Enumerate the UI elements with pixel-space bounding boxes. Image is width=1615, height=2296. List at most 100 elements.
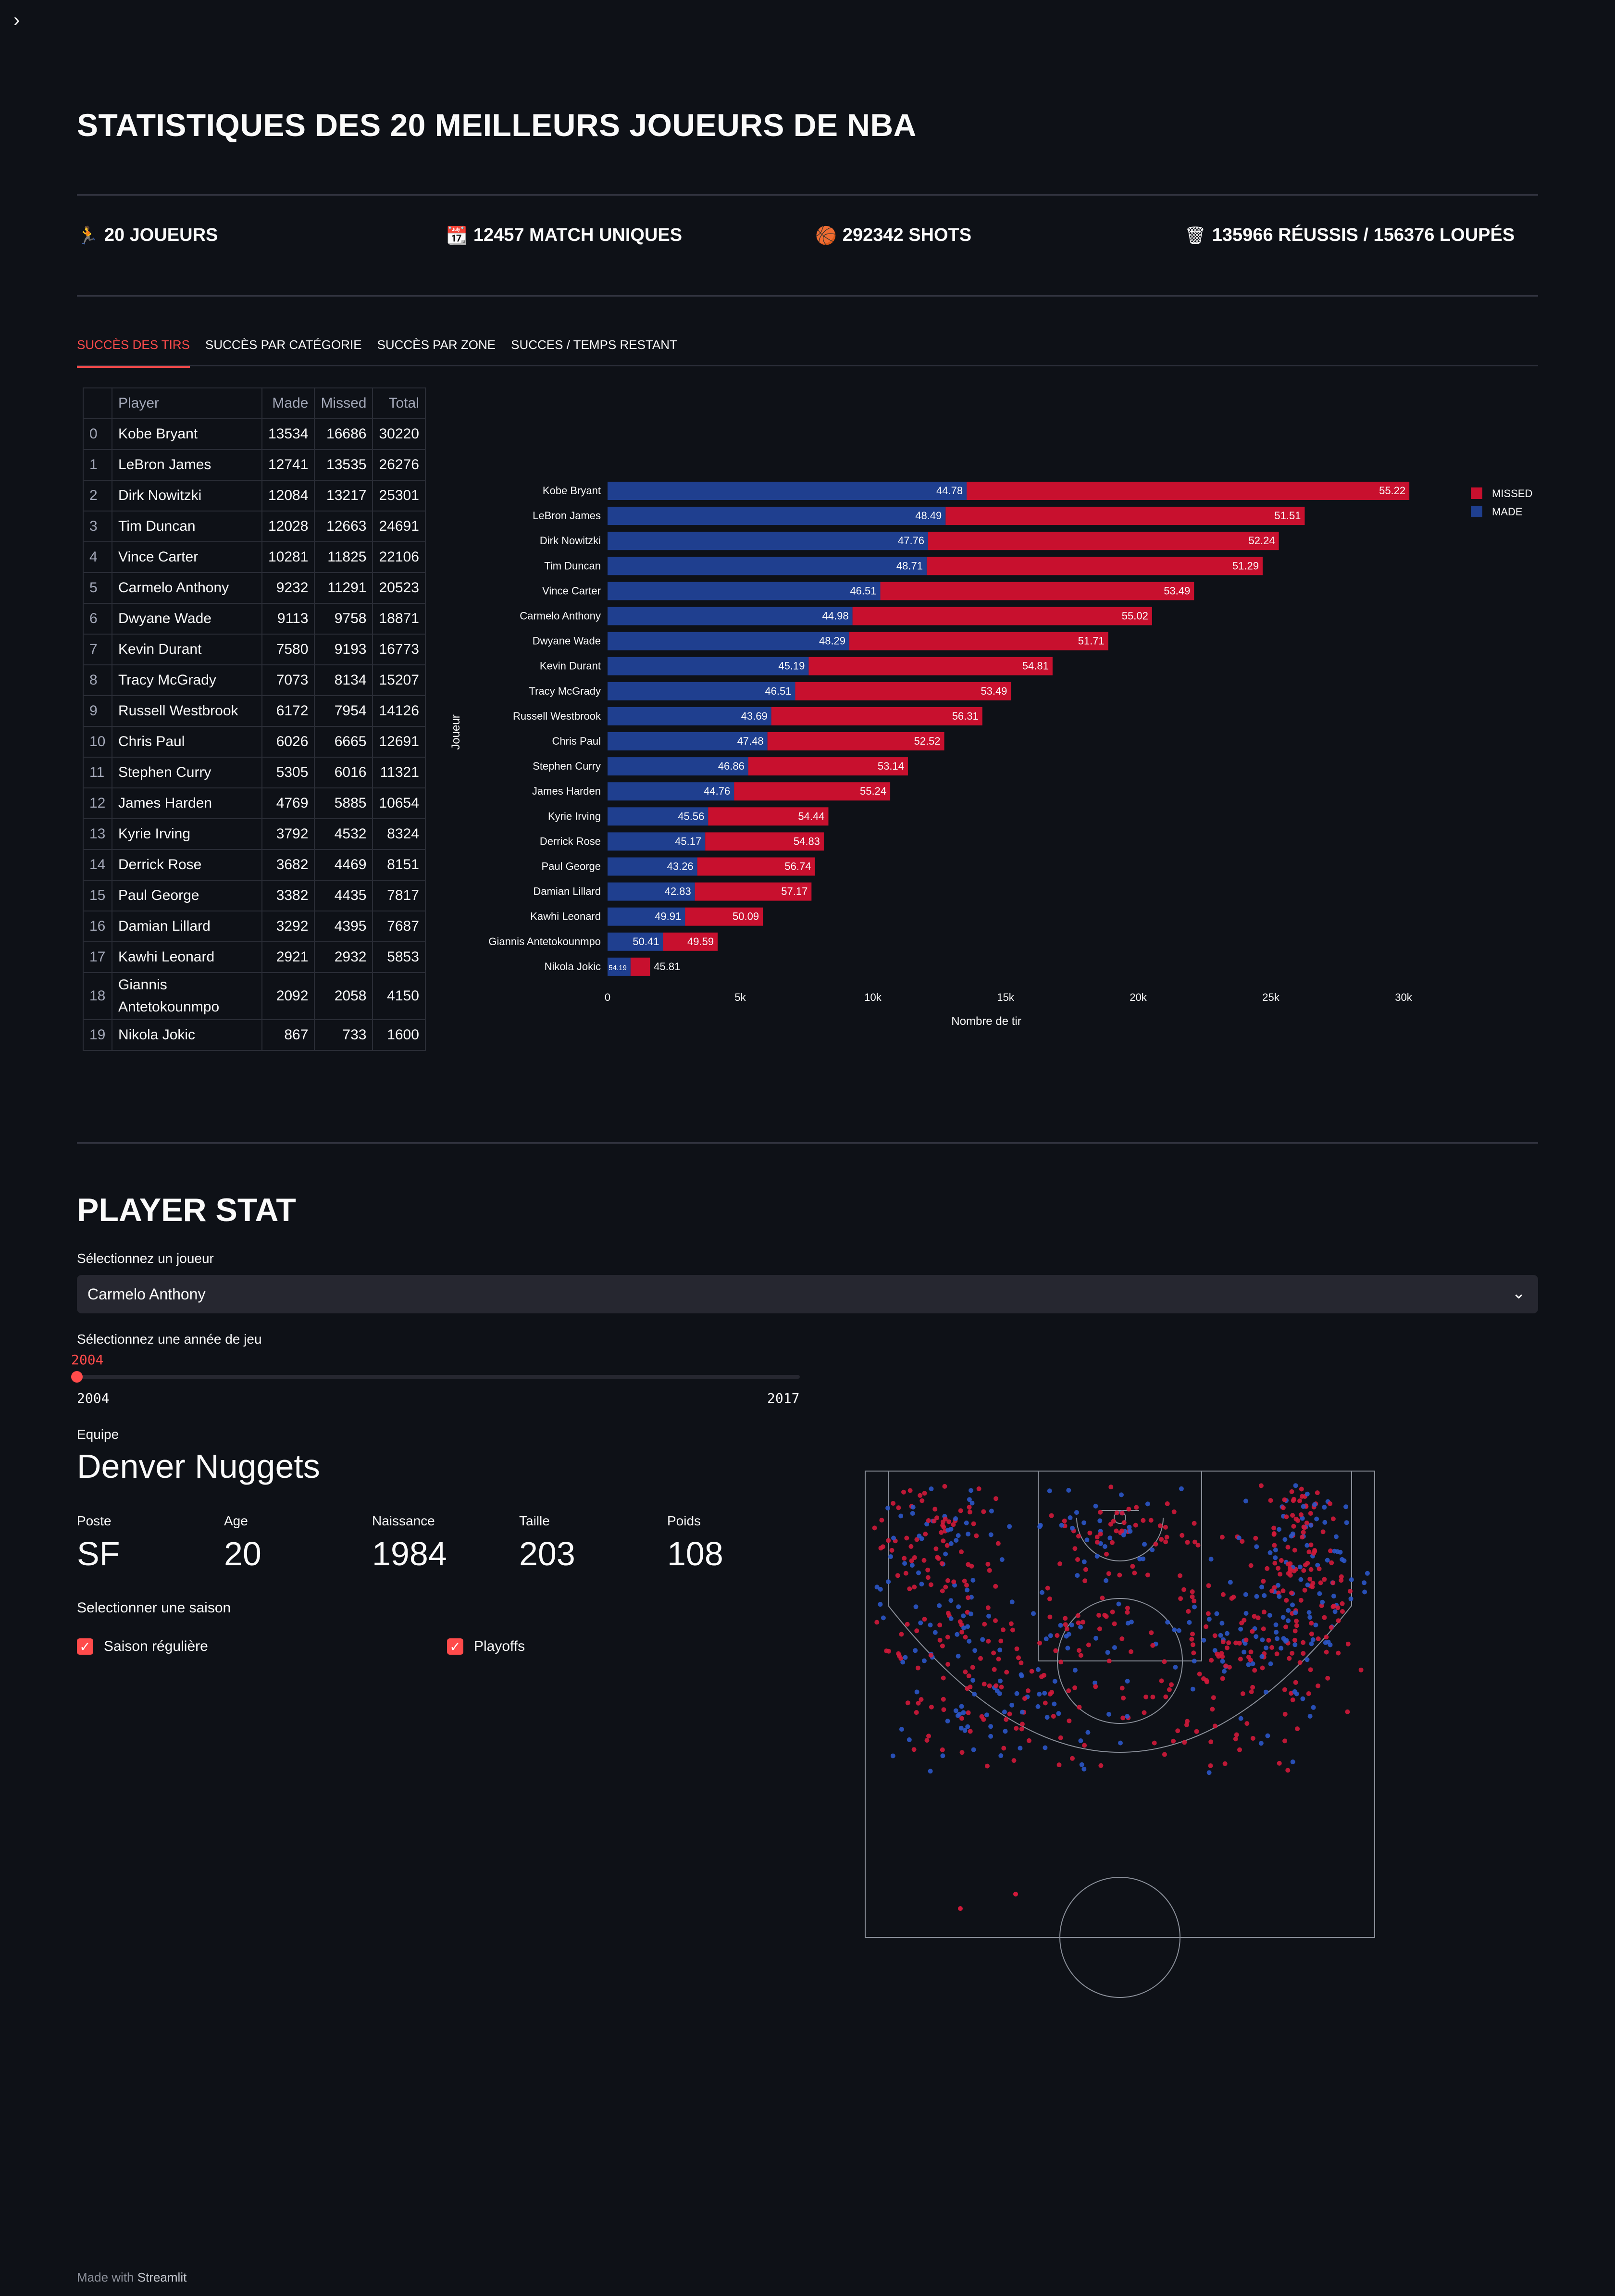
table-cell-total[interactable]: 1600 <box>372 1019 426 1051</box>
table-cell-total[interactable]: 26276 <box>372 449 426 481</box>
column-header-made[interactable]: Made <box>261 387 315 419</box>
table-cell-made[interactable]: 6172 <box>261 695 315 727</box>
table-cell-index[interactable]: 4 <box>83 541 112 573</box>
table-row[interactable]: 4 Vince Carter 10281 11825 22106 <box>83 541 426 573</box>
table-cell-index[interactable]: 17 <box>83 941 112 973</box>
table-cell-index[interactable]: 11 <box>83 757 112 788</box>
table-cell-made[interactable]: 12084 <box>261 480 315 512</box>
table-row[interactable]: 13 Kyrie Irving 3792 4532 8324 <box>83 818 426 850</box>
table-cell-player[interactable]: Kawhi Leonard <box>112 941 262 973</box>
table-cell-made[interactable]: 6026 <box>261 726 315 758</box>
table-cell-index[interactable]: 2 <box>83 480 112 512</box>
table-cell-player[interactable]: Kobe Bryant <box>112 418 262 450</box>
table-cell-made[interactable]: 12741 <box>261 449 315 481</box>
table-cell-made[interactable]: 5305 <box>261 757 315 788</box>
table-cell-made[interactable]: 13534 <box>261 418 315 450</box>
table-cell-player[interactable]: Tim Duncan <box>112 511 262 542</box>
table-row[interactable]: 14 Derrick Rose 3682 4469 8151 <box>83 849 426 881</box>
table-cell-total[interactable]: 15207 <box>372 664 426 696</box>
table-row[interactable]: 8 Tracy McGrady 7073 8134 15207 <box>83 664 426 696</box>
year-slider-handle[interactable] <box>71 1371 83 1383</box>
table-cell-index[interactable]: 5 <box>83 572 112 604</box>
table-cell-index[interactable]: 19 <box>83 1019 112 1051</box>
table-cell-made[interactable]: 3292 <box>261 911 315 942</box>
table-cell-player[interactable]: James Harden <box>112 787 262 819</box>
table-cell-total[interactable]: 30220 <box>372 418 426 450</box>
table-row[interactable]: 15 Paul George 3382 4435 7817 <box>83 880 426 911</box>
table-row[interactable]: 10 Chris Paul 6026 6665 12691 <box>83 726 426 758</box>
tab-succes-par-zone[interactable]: SUCCÈS PAR ZONE <box>377 337 496 352</box>
table-cell-index[interactable]: 6 <box>83 603 112 635</box>
table-cell-index[interactable]: 15 <box>83 880 112 911</box>
table-row[interactable]: 1 LeBron James 12741 13535 26276 <box>83 449 426 481</box>
table-row[interactable]: 12 James Harden 4769 5885 10654 <box>83 787 426 819</box>
table-cell-made[interactable]: 3682 <box>261 849 315 881</box>
table-cell-total[interactable]: 24691 <box>372 511 426 542</box>
table-cell-total[interactable]: 5853 <box>372 941 426 973</box>
table-cell-index[interactable]: 13 <box>83 818 112 850</box>
table-cell-made[interactable]: 3792 <box>261 818 315 850</box>
table-row[interactable]: 7 Kevin Durant 7580 9193 16773 <box>83 634 426 665</box>
table-cell-index[interactable]: 3 <box>83 511 112 542</box>
table-cell-missed[interactable]: 9758 <box>314 603 373 635</box>
table-cell-player[interactable]: Russell Westbrook <box>112 695 262 727</box>
table-cell-total[interactable]: 25301 <box>372 480 426 512</box>
table-cell-missed[interactable]: 9193 <box>314 634 373 665</box>
table-row[interactable]: 17 Kawhi Leonard 2921 2932 5853 <box>83 941 426 973</box>
table-cell-player[interactable]: Damian Lillard <box>112 911 262 942</box>
table-cell-missed[interactable]: 16686 <box>314 418 373 450</box>
table-cell-missed[interactable]: 13217 <box>314 480 373 512</box>
column-header-total[interactable]: Total <box>372 387 426 419</box>
table-cell-missed[interactable]: 12663 <box>314 511 373 542</box>
table-cell-made[interactable]: 4769 <box>261 787 315 819</box>
checkmark-icon[interactable]: ✓ <box>77 1638 93 1655</box>
column-header-player[interactable]: Player <box>112 387 262 419</box>
table-cell-total[interactable]: 4150 <box>372 972 426 1020</box>
table-cell-total[interactable]: 7817 <box>372 880 426 911</box>
table-cell-total[interactable]: 14126 <box>372 695 426 727</box>
table-cell-made[interactable]: 12028 <box>261 511 315 542</box>
table-cell-player[interactable]: Nikola Jokic <box>112 1019 262 1051</box>
table-cell-index[interactable]: 1 <box>83 449 112 481</box>
table-cell-missed[interactable]: 4435 <box>314 880 373 911</box>
table-cell-total[interactable]: 12691 <box>372 726 426 758</box>
table-row[interactable]: 11 Stephen Curry 5305 6016 11321 <box>83 757 426 788</box>
table-cell-player[interactable]: Kyrie Irving <box>112 818 262 850</box>
table-cell-made[interactable]: 867 <box>261 1019 315 1051</box>
chevron-down-icon[interactable]: ⌄ <box>1512 1284 1526 1302</box>
table-cell-made[interactable]: 3382 <box>261 880 315 911</box>
table-cell-index[interactable]: 8 <box>83 664 112 696</box>
table-cell-total[interactable]: 22106 <box>372 541 426 573</box>
table-cell-missed[interactable]: 6016 <box>314 757 373 788</box>
table-cell-missed[interactable]: 4532 <box>314 818 373 850</box>
table-cell-made[interactable]: 9113 <box>261 603 315 635</box>
stats-dataframe[interactable]: Player Made Missed Total 0 Kobe Bryant 135… <box>83 387 426 1051</box>
tab-succes-des-tirs[interactable]: SUCCÈS DES TIRS <box>77 337 190 368</box>
table-cell-index[interactable]: 12 <box>83 787 112 819</box>
table-row[interactable]: 5 Carmelo Anthony 9232 11291 20523 <box>83 572 426 604</box>
table-cell-made[interactable]: 7580 <box>261 634 315 665</box>
table-row[interactable]: 9 Russell Westbrook 6172 7954 14126 <box>83 695 426 727</box>
checkbox-playoffs[interactable]: ✓ Playoffs <box>447 1638 525 1655</box>
table-cell-missed[interactable]: 11291 <box>314 572 373 604</box>
table-cell-total[interactable]: 11321 <box>372 757 426 788</box>
footer-brand-link[interactable]: Streamlit <box>137 2270 187 2284</box>
table-cell-index[interactable]: 10 <box>83 726 112 758</box>
table-cell-index[interactable]: 9 <box>83 695 112 727</box>
table-cell-missed[interactable]: 8134 <box>314 664 373 696</box>
year-slider-track[interactable] <box>77 1375 800 1379</box>
table-cell-player[interactable]: LeBron James <box>112 449 262 481</box>
table-cell-missed[interactable]: 733 <box>314 1019 373 1051</box>
table-cell-made[interactable]: 9232 <box>261 572 315 604</box>
table-cell-made[interactable]: 7073 <box>261 664 315 696</box>
table-cell-missed[interactable]: 4395 <box>314 911 373 942</box>
table-row[interactable]: 2 Dirk Nowitzki 12084 13217 25301 <box>83 480 426 512</box>
table-cell-made[interactable]: 10281 <box>261 541 315 573</box>
table-cell-missed[interactable]: 13535 <box>314 449 373 481</box>
table-row[interactable]: 18 Giannis Antetokounmpo 2092 2058 4150 <box>83 972 426 1020</box>
player-select[interactable]: Carmelo Anthony ⌄ <box>77 1275 1538 1313</box>
table-row[interactable]: 3 Tim Duncan 12028 12663 24691 <box>83 511 426 542</box>
table-cell-total[interactable]: 18871 <box>372 603 426 635</box>
table-cell-player[interactable]: Kevin Durant <box>112 634 262 665</box>
table-cell-total[interactable]: 20523 <box>372 572 426 604</box>
